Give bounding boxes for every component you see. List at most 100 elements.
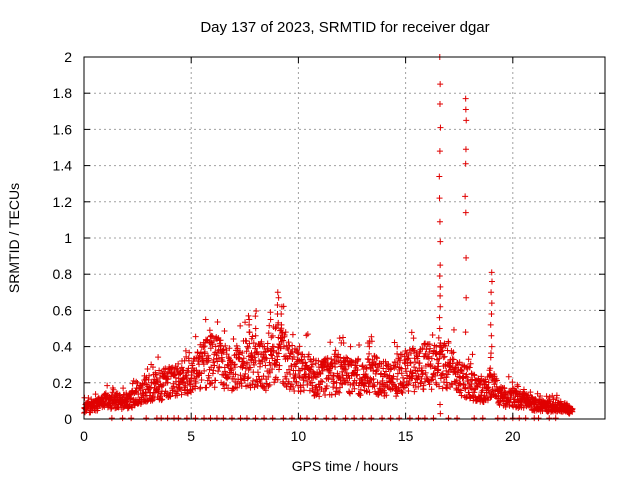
- data-point: [484, 397, 491, 404]
- data-point: [450, 326, 457, 333]
- data-point: [364, 388, 371, 395]
- data-point: [462, 146, 469, 153]
- data-point: [207, 345, 214, 352]
- data-point: [406, 347, 413, 354]
- data-point: [477, 392, 484, 399]
- data-point: [432, 372, 439, 379]
- data-point: [409, 370, 416, 377]
- data-point: [200, 361, 207, 368]
- axis-ticks: 0 5 10 15 20 0 0.2 0.4 0.6 0.8 1 1.2 1.4 1.6 1.8 2: [53, 49, 605, 444]
- data-point: [213, 415, 220, 422]
- data-point: [366, 350, 373, 357]
- data-point: [390, 373, 397, 380]
- data-point: [258, 338, 265, 345]
- data-point: [437, 303, 444, 310]
- data-point: [331, 380, 338, 387]
- data-point: [437, 292, 444, 299]
- y-tick-label: 0.6: [53, 302, 73, 318]
- data-point: [280, 415, 287, 422]
- data-point: [436, 218, 443, 225]
- data-point: [340, 339, 347, 346]
- data-point: [394, 361, 401, 368]
- data-point: [404, 362, 411, 369]
- data-point: [437, 339, 444, 346]
- data-point: [330, 384, 337, 391]
- data-point: [243, 338, 250, 345]
- data-point: [401, 353, 408, 360]
- data-point: [196, 353, 203, 360]
- data-point: [415, 373, 422, 380]
- data-point: [437, 375, 444, 382]
- data-point: [119, 415, 126, 422]
- data-point: [286, 343, 293, 350]
- data-point: [365, 356, 372, 363]
- data-point: [182, 373, 189, 380]
- y-tick-label: 2: [64, 49, 72, 65]
- data-point: [198, 370, 205, 377]
- data-point: [338, 380, 345, 387]
- data-point: [441, 353, 448, 360]
- data-point: [510, 403, 517, 410]
- data-point: [288, 415, 295, 422]
- data-point: [267, 309, 274, 316]
- data-point: [266, 359, 273, 366]
- data-point: [243, 415, 250, 422]
- data-point: [147, 384, 154, 391]
- data-point: [339, 334, 346, 341]
- data-point: [216, 363, 223, 370]
- data-point: [436, 383, 443, 390]
- data-point: [462, 160, 469, 167]
- data-point: [175, 415, 182, 422]
- data-point: [201, 348, 208, 355]
- data-point: [246, 321, 253, 328]
- data-point: [478, 373, 485, 380]
- data-point: [159, 396, 166, 403]
- data-point: [471, 371, 478, 378]
- y-tick-label: 1.6: [53, 121, 73, 137]
- data-point: [194, 358, 201, 365]
- data-point: [342, 415, 349, 422]
- data-point: [183, 389, 190, 396]
- data-point: [108, 415, 115, 422]
- data-point: [371, 383, 378, 390]
- data-point: [252, 313, 259, 320]
- data-point: [469, 351, 476, 358]
- data-point: [292, 371, 299, 378]
- data-point: [396, 415, 403, 422]
- data-point: [354, 367, 361, 374]
- data-point: [479, 415, 486, 422]
- data-point: [485, 384, 492, 391]
- data-point: [226, 345, 233, 352]
- data-point: [336, 384, 343, 391]
- data-point: [419, 367, 426, 374]
- data-point: [391, 339, 398, 346]
- data-point: [287, 371, 294, 378]
- data-point: [319, 367, 326, 374]
- data-point: [394, 376, 401, 383]
- data-point: [423, 346, 430, 353]
- data-point: [183, 374, 190, 381]
- data-point: [527, 389, 534, 396]
- data-point: [262, 354, 269, 361]
- data-point: [247, 384, 254, 391]
- data-point: [431, 364, 438, 371]
- data-point: [286, 366, 293, 373]
- data-point: [104, 382, 111, 389]
- data-point: [225, 373, 232, 380]
- data-point: [459, 370, 466, 377]
- data-point: [208, 332, 215, 339]
- data-point: [420, 386, 427, 393]
- data-point: [363, 388, 370, 395]
- data-point: [520, 386, 527, 393]
- data-point: [219, 358, 226, 365]
- data-point: [517, 401, 524, 408]
- data-point: [527, 403, 534, 410]
- data-point: [323, 415, 330, 422]
- data-point: [437, 81, 444, 88]
- data-point: [414, 353, 421, 360]
- data-point: [520, 404, 527, 411]
- data-point: [108, 405, 115, 412]
- data-point: [427, 363, 434, 370]
- data-point: [445, 339, 452, 346]
- data-point: [193, 367, 200, 374]
